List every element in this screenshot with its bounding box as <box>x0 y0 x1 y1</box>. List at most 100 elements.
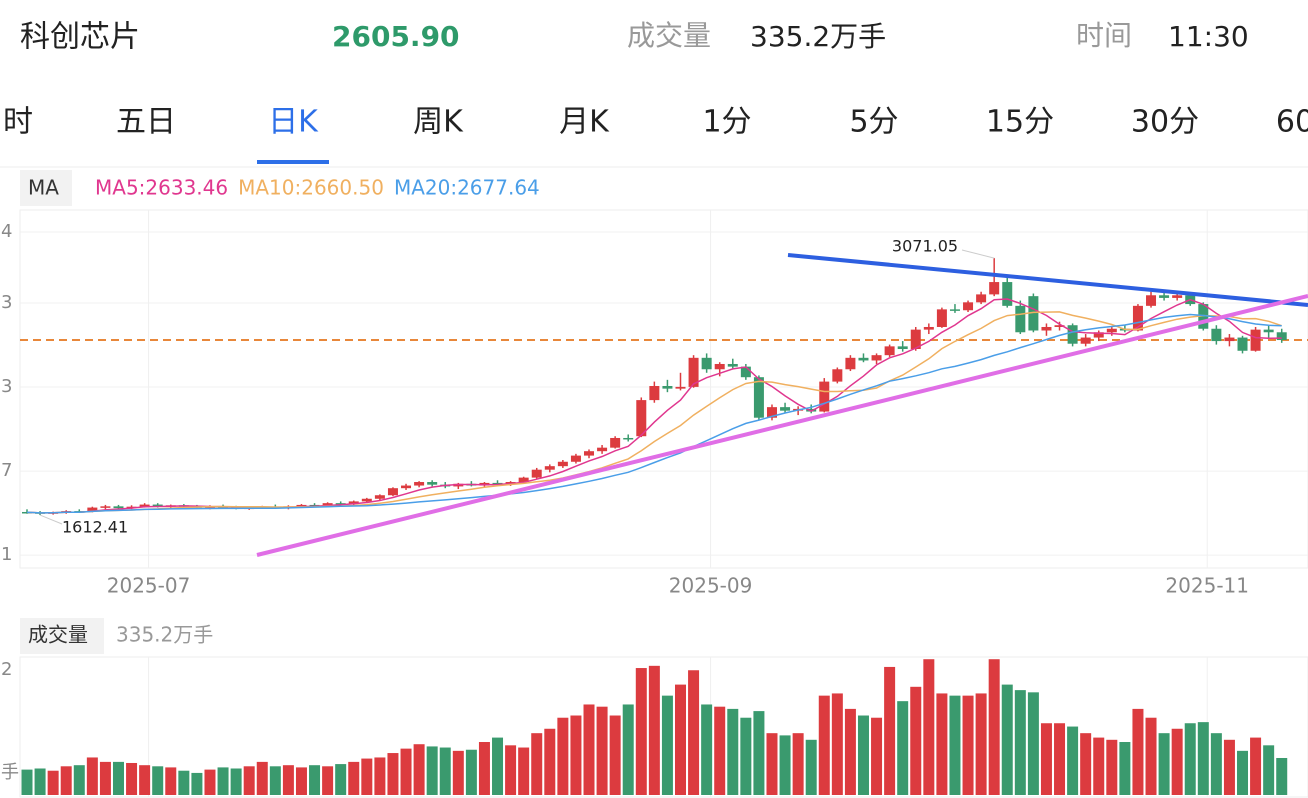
candle-body <box>780 407 791 411</box>
volume-bar <box>831 693 843 795</box>
volume-bar <box>139 765 151 795</box>
volume-bar <box>178 770 190 795</box>
candle-body <box>936 309 947 327</box>
candle-body <box>753 377 764 418</box>
candle-body <box>1041 326 1052 331</box>
candle-body <box>1250 329 1261 351</box>
candle-body <box>152 504 163 507</box>
volume-bar <box>818 695 830 795</box>
volume-bar <box>243 766 255 795</box>
candle-body <box>1159 295 1170 298</box>
candle-body <box>1276 332 1287 341</box>
candle-body <box>335 503 346 505</box>
volume-bar <box>492 737 504 795</box>
volume-bar <box>1132 708 1144 795</box>
volume-bar <box>688 670 700 795</box>
volume-bar <box>975 693 987 795</box>
volume-bar <box>792 733 804 795</box>
candle-body <box>832 369 843 382</box>
volume-bar <box>282 765 294 795</box>
volume-bar <box>1145 717 1157 795</box>
candle-body <box>1198 304 1209 329</box>
tab[interactable]: 15分 <box>986 105 1054 140</box>
volume-bar <box>766 733 778 795</box>
vol-value: 335.2万手 <box>116 623 213 647</box>
volume-bar <box>1119 742 1131 795</box>
candle-body <box>884 346 895 356</box>
volume-bar <box>217 767 229 795</box>
vol-title: 成交量 <box>28 623 88 647</box>
volume-bar <box>478 742 490 795</box>
volume-bar <box>949 695 961 795</box>
y-tick-label: 1 <box>1 544 12 565</box>
candle-body <box>949 309 960 311</box>
y-tick-label: 3 <box>1 292 12 313</box>
volume-bar <box>348 761 360 795</box>
volume-value: 335.2万手 <box>750 20 886 53</box>
volume-bar <box>191 772 203 795</box>
candle-body <box>871 355 882 361</box>
volume-bar <box>635 668 647 795</box>
volume-bar <box>1197 722 1209 795</box>
low-annotation: 1612.41 <box>62 518 128 537</box>
candle-body <box>414 482 425 486</box>
tab[interactable]: 时 <box>3 105 33 140</box>
volume-bar <box>413 744 425 795</box>
volume-bar <box>583 704 595 795</box>
candle-body <box>701 357 712 370</box>
candle-body <box>740 366 751 378</box>
candle-body <box>139 504 150 507</box>
volume-bar <box>675 684 686 795</box>
volume-bar <box>204 769 216 795</box>
ma-line <box>26 313 1282 514</box>
volume-bar <box>1158 733 1170 795</box>
candle-body <box>361 498 372 502</box>
volume-bar <box>844 708 856 795</box>
candle-body <box>374 495 385 499</box>
volume-bar <box>21 769 33 795</box>
volume-bar <box>309 765 321 795</box>
volume-bar <box>1001 684 1013 795</box>
vol-badge <box>20 618 104 654</box>
tab[interactable]: 5分 <box>849 105 898 140</box>
volume-bar <box>962 695 974 795</box>
volume-bar <box>60 766 72 795</box>
volume-bar <box>910 686 922 795</box>
candle-body <box>401 485 412 489</box>
candle-body <box>296 504 307 507</box>
volume-bar <box>871 717 883 795</box>
ma-legend: MA5:2633.46 <box>95 176 228 200</box>
volume-label: 成交量 <box>627 19 711 52</box>
candle-body <box>727 363 738 367</box>
volume-bar <box>387 753 399 795</box>
volume-bar <box>923 659 935 795</box>
volume-bar <box>1223 739 1235 795</box>
tab[interactable]: 月K <box>559 105 610 140</box>
volume-bar <box>1027 692 1039 795</box>
candle-body <box>100 506 111 508</box>
volume-bar <box>1067 726 1079 795</box>
time-value: 11:30 <box>1168 20 1249 53</box>
tab[interactable]: 1分 <box>702 105 751 140</box>
candle-body <box>989 282 1000 295</box>
candle-body <box>1224 337 1235 342</box>
vol-tick-label: 2 <box>1 659 12 680</box>
volume-bar <box>518 747 530 795</box>
volume-bar <box>426 746 438 795</box>
candle-body <box>636 400 647 437</box>
candle-body <box>714 363 725 370</box>
tab[interactable]: 五日 <box>116 105 176 140</box>
volume-bar <box>322 766 334 795</box>
ma-legend: MA20:2677.64 <box>394 176 540 200</box>
volume-bar <box>648 665 660 795</box>
volume-bar <box>661 695 673 795</box>
candle-body <box>1132 305 1143 331</box>
volume-bar <box>557 717 569 795</box>
tab[interactable]: 60 <box>1276 105 1308 140</box>
tab[interactable]: 日K <box>268 105 319 140</box>
candle-body <box>1237 337 1248 351</box>
candle-body <box>819 381 830 412</box>
tab[interactable]: 30分 <box>1131 105 1199 140</box>
tab[interactable]: 周K <box>413 105 464 140</box>
volume-bar <box>1054 723 1066 795</box>
